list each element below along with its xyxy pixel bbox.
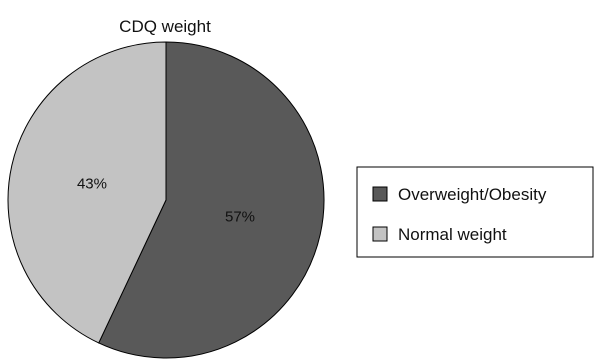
legend-swatch-overweight-obesity (372, 186, 388, 202)
pie-slices (7, 41, 325, 359)
legend-swatch-normal-weight (372, 226, 388, 242)
legend-label-overweight-obesity: Overweight/Obesity (398, 185, 547, 204)
pie-slice-overweight-obesity (98, 41, 325, 359)
slice-label-normal-weight: 43% (77, 175, 107, 192)
slice-label-overweight-obesity: 57% (225, 209, 255, 226)
legend-label-normal-weight: Normal weight (398, 225, 507, 244)
legend-frame (356, 166, 594, 258)
slice-labels: 57% 43% (77, 175, 255, 225)
chart-title: CDQ weight (119, 17, 211, 36)
legend: Overweight/Obesity Normal weight (356, 166, 594, 258)
pie-slice-normal-weight (7, 41, 167, 344)
